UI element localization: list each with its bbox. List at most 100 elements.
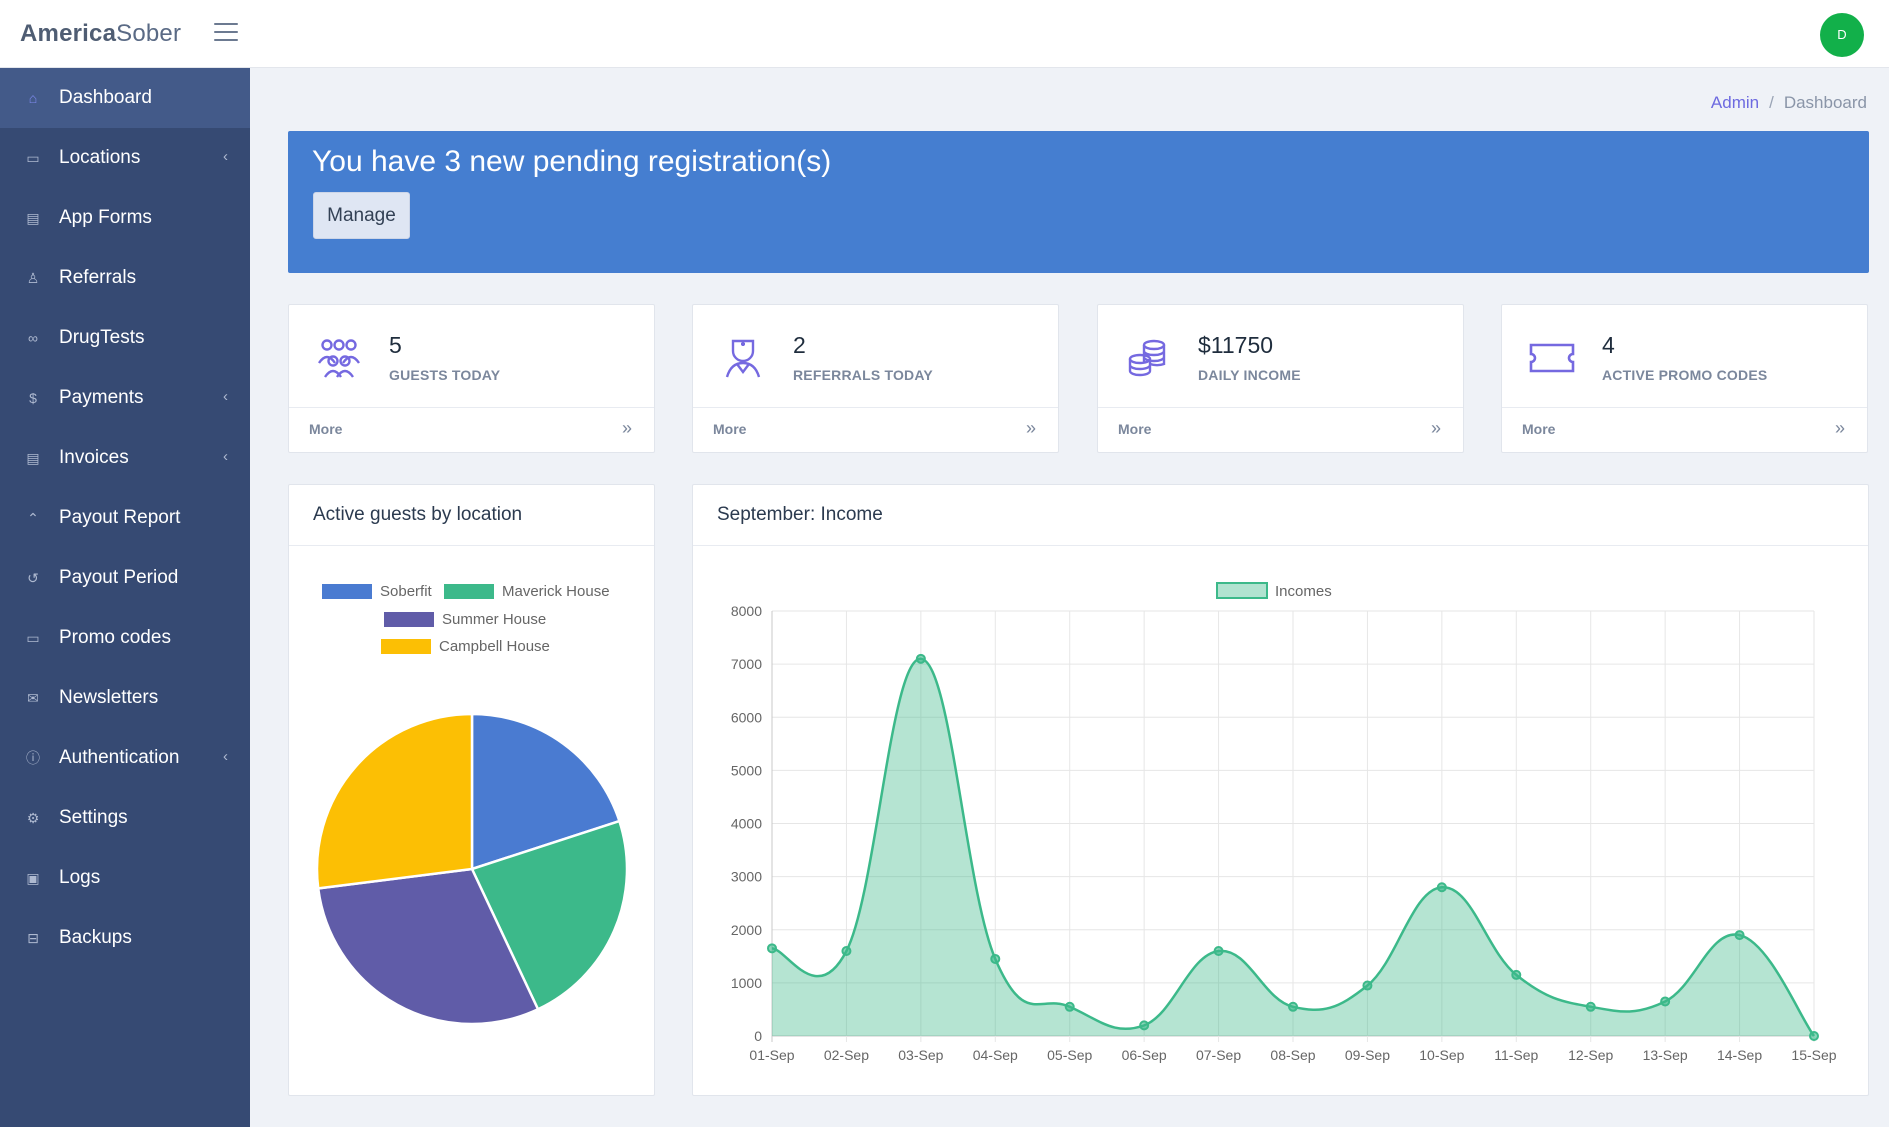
sidebar-item-referrals[interactable]: ♙ Referrals <box>0 248 250 308</box>
breadcrumb-root-link[interactable]: Admin <box>1710 93 1760 112</box>
sidebar-item-label: Locations <box>59 147 141 168</box>
sidebar-item-dashboard[interactable]: ⌂ Dashboard <box>0 68 250 128</box>
x-tick-label: 02-Sep <box>824 1047 869 1063</box>
pie-slice[interactable] <box>316 867 540 1026</box>
panel-title: September: Income <box>693 485 1868 546</box>
data-point[interactable] <box>1362 980 1373 991</box>
data-point[interactable] <box>1734 930 1745 941</box>
legend-item[interactable]: Soberfit <box>322 583 432 600</box>
flask-icon: ∞ <box>28 330 38 346</box>
data-point[interactable] <box>1064 1001 1075 1012</box>
data-point[interactable] <box>1139 1020 1150 1031</box>
stat-more-link[interactable]: More » <box>1098 407 1463 453</box>
history-icon: ↺ <box>27 569 39 586</box>
panel-title: Active guests by location <box>289 485 654 546</box>
sidebar-item-label: App Forms <box>59 207 152 228</box>
sidebar-item-label: Invoices <box>59 447 129 468</box>
sidebar-item-promo-codes[interactable]: ▭ Promo codes <box>0 608 250 668</box>
legend-label: Incomes <box>1275 583 1332 600</box>
x-tick-label: 06-Sep <box>1122 1047 1167 1063</box>
sidebar-item-backups[interactable]: ⊟ Backups <box>0 908 250 968</box>
sidebar-item-label: Payout Report <box>59 507 181 528</box>
data-point[interactable] <box>1660 996 1671 1007</box>
avatar[interactable]: D <box>1820 13 1864 57</box>
more-label: More <box>1118 421 1152 437</box>
stat-value: $11750 <box>1198 332 1274 358</box>
more-label: More <box>1522 421 1556 437</box>
sidebar-item-newsletters[interactable]: ✉ Newsletters <box>0 668 250 728</box>
legend-item[interactable]: Maverick House <box>444 583 610 600</box>
manage-button[interactable]: Manage <box>313 192 410 239</box>
data-point[interactable] <box>841 946 852 956</box>
chevron-left-icon: ‹ <box>223 388 228 405</box>
sidebar-item-payments[interactable]: $ Payments ‹ <box>0 368 250 428</box>
pie-slice[interactable] <box>470 819 629 1011</box>
income-chart-panel: September: Income Incomes 0 1000 2000 3000 40… <box>692 484 1869 1096</box>
pie-slice[interactable] <box>470 712 621 871</box>
stat-card-promo: 4 ACTIVE PROMO CODES More » <box>1501 304 1868 453</box>
sidebar-item-payout-report[interactable]: ⌃ Payout Report <box>0 488 250 548</box>
people-icon <box>318 339 360 378</box>
x-tick-label: 11-Sep <box>1494 1047 1538 1063</box>
pie-slice[interactable] <box>315 712 474 890</box>
sidebar-item-payout-period[interactable]: ↺ Payout Period <box>0 548 250 608</box>
brand-logo[interactable]: AmericaSober <box>20 20 182 47</box>
menu-toggle-icon[interactable] <box>214 23 238 43</box>
legend-swatch <box>322 584 372 599</box>
data-point[interactable] <box>1809 1031 1819 1041</box>
top-bar: AmericaSober D <box>0 0 1889 68</box>
data-point[interactable] <box>1288 1001 1298 1012</box>
legend-swatch <box>444 584 494 599</box>
more-label: More <box>713 421 747 437</box>
legend-swatch <box>381 639 431 654</box>
sidebar-item-settings[interactable]: ⚙ Settings <box>0 788 250 848</box>
pending-registrations-banner: You have 3 new pending registration(s) M… <box>288 131 1869 273</box>
drive-icon: ⊟ <box>27 929 39 946</box>
sidebar-item-authentication[interactable]: ⓘ Authentication ‹ <box>0 728 250 788</box>
sidebar-item-drugtests[interactable]: ∞ DrugTests <box>0 308 250 368</box>
x-tick-label: 14-Sep <box>1717 1047 1762 1063</box>
legend-item[interactable]: Summer House <box>384 611 546 628</box>
income-line <box>771 657 1816 1037</box>
data-point[interactable] <box>990 953 1001 964</box>
x-tick-label: 15-Sep <box>1791 1047 1836 1063</box>
y-tick-label: 0 <box>754 1028 762 1044</box>
data-point[interactable] <box>1585 1001 1596 1012</box>
chevron-left-icon: ‹ <box>223 448 228 465</box>
gear-icon: ⚙ <box>26 809 40 826</box>
stat-card-income: $11750 DAILY INCOME More » <box>1097 304 1464 453</box>
data-point[interactable] <box>915 653 926 664</box>
x-tick-label: 09-Sep <box>1345 1047 1390 1063</box>
x-tick-label: 01-Sep <box>749 1047 794 1063</box>
sidebar-item-label: DrugTests <box>59 327 145 348</box>
data-point[interactable] <box>767 943 777 954</box>
stat-label: ACTIVE PROMO CODES <box>1602 367 1768 383</box>
stat-more-link[interactable]: More » <box>693 407 1058 453</box>
sidebar-item-logs[interactable]: ▣ Logs <box>0 848 250 908</box>
data-point[interactable] <box>1511 969 1522 980</box>
y-tick-label: 1000 <box>731 975 762 991</box>
stat-more-link[interactable]: More » <box>289 407 654 453</box>
invoice-icon: ▤ <box>26 449 40 466</box>
legend-swatch <box>384 612 434 627</box>
ticket-icon: ▭ <box>26 629 40 646</box>
sidebar-item-app-forms[interactable]: ▤ App Forms <box>0 188 250 248</box>
stat-label: REFERRALS TODAY <box>793 367 933 383</box>
legend-label: Campbell House <box>439 638 550 655</box>
x-tick-label: 07-Sep <box>1196 1047 1241 1063</box>
sidebar-item-locations[interactable]: ▭ Locations ‹ <box>0 128 250 188</box>
data-point[interactable] <box>1213 946 1224 956</box>
sidebar-item-invoices[interactable]: ▤ Invoices ‹ <box>0 428 250 488</box>
stat-more-link[interactable]: More » <box>1502 407 1867 453</box>
double-chevron-right-icon: » <box>621 418 632 438</box>
chevron-left-icon: ‹ <box>223 148 228 165</box>
data-point[interactable] <box>1436 882 1447 893</box>
sidebar-item-label: Settings <box>59 807 128 828</box>
legend-item[interactable]: Campbell House <box>381 638 550 655</box>
sidebar-item-label: Promo codes <box>59 627 171 648</box>
report-icon: ⌃ <box>27 509 39 526</box>
stat-card-guests: 5 GUESTS TODAY More » <box>288 304 655 453</box>
sidebar-item-label: Backups <box>59 927 132 948</box>
stat-value: 5 <box>389 332 402 358</box>
y-tick-label: 4000 <box>731 816 762 832</box>
